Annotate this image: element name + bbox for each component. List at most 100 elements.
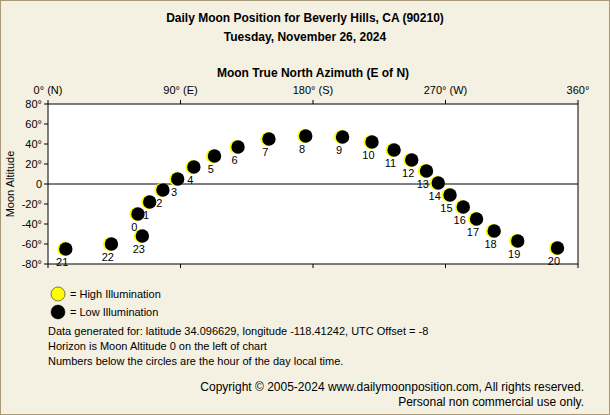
title: Daily Moon Position for Beverly Hills, C… [166,11,444,25]
moon-dark-part [208,149,221,162]
moon-point [57,242,72,256]
y-tick [44,104,48,105]
moon-point [441,188,456,202]
moon-dark-part [470,212,483,225]
moon-dark-part [105,237,118,250]
y-tick [44,244,48,245]
y-tick [44,224,48,225]
hour-label: 13 [417,178,429,190]
copyright: Copyright © 2005-2024 www.dailymoonposit… [200,380,584,394]
moon-point [141,195,156,209]
x-tick [578,264,579,268]
moon-point [363,135,378,149]
moon-dark-part [432,176,445,189]
hour-label: 4 [187,174,193,186]
moon-point [455,200,470,214]
moon-dark-part [443,188,456,201]
y-tick-label: -60° [22,238,42,250]
moon-dark-part [59,242,72,255]
moon-dark-part [187,160,200,173]
legend-swatch [51,287,65,301]
plot-area [48,104,578,264]
moon-point [468,212,483,226]
moon-point [430,176,445,190]
note: Horizon is Moon Altitude 0 on the left o… [48,340,267,352]
hour-label: 8 [299,143,305,155]
moon-point [206,149,221,163]
moon-point [549,241,564,255]
moon-dark-part [511,234,524,247]
moon-point [229,140,244,154]
y-tick-label: -80° [22,258,42,270]
y-tick-label: -20° [22,198,42,210]
x-tick [445,264,446,268]
hour-label: 14 [429,190,441,202]
hour-label: 3 [171,186,177,198]
y-tick [44,164,48,165]
moon-dark-part [171,172,184,185]
hour-label: 0 [131,221,137,233]
x-tick [445,100,446,104]
x-tick [180,264,181,268]
moon-point [185,160,200,174]
moon-dark-part [420,164,433,177]
hour-label: 1 [143,209,149,221]
x-tick [48,264,49,268]
moon-dark-part [143,195,156,208]
y-tick-label: 60° [25,118,42,130]
hour-label: 2 [156,197,162,209]
hour-label: 21 [56,256,68,268]
hour-label: 15 [440,202,452,214]
x-tick-label: 360° [567,84,590,96]
horizon-line [48,184,578,185]
moon-dark-part [405,153,418,166]
note: Data generated for: latitude 34.096629, … [48,325,428,337]
y-axis-title: Moon Altitude [4,151,16,218]
y-tick-label: 80° [25,98,42,110]
x-tick [180,100,181,104]
x-tick [578,100,579,104]
plot-frame [48,104,578,264]
hour-label: 6 [231,154,237,166]
y-tick [44,184,48,185]
moon-point [486,224,501,238]
y-tick [44,264,48,265]
legend-swatch [51,305,65,319]
moon-dark-part [136,229,149,242]
x-tick [313,100,314,104]
moon-dark-part [262,132,275,145]
y-tick [44,144,48,145]
moon-point [260,132,275,146]
hour-label: 17 [467,226,479,238]
y-tick-label: 0 [36,178,42,190]
hour-label: 16 [454,214,466,226]
chart: Daily Moon Position for Beverly Hills, C… [0,0,610,415]
x-tick-label: 90° (E) [163,84,197,96]
x-axis-title: Moon True North Azimuth (E of N) [217,66,409,80]
moon-point [403,153,418,167]
x-tick [313,264,314,268]
hour-label: 23 [133,243,145,255]
hour-label: 7 [262,146,268,158]
moon-dark-part [336,130,349,143]
hour-label: 18 [484,238,496,250]
hour-label: 22 [102,251,114,263]
moon-dark-part [551,241,564,254]
hour-label: 5 [208,163,214,175]
y-tick [44,204,48,205]
points [57,129,564,256]
copyright: Personal non commercial use only. [398,395,584,409]
y-tick-label: 40° [25,138,42,150]
y-tick-label: -40° [22,218,42,230]
moon-point [103,237,118,251]
hour-label: 9 [336,144,342,156]
legend-label: = High Illumination [70,288,161,300]
moon-point [418,164,433,178]
moon-dark-part [488,224,501,237]
moon-point [154,183,169,197]
background [1,1,610,415]
hour-label: 12 [402,167,414,179]
legend-label: = Low Illumination [70,306,158,318]
y-tick-label: 20° [25,158,42,170]
moon-dark-part [231,140,244,153]
